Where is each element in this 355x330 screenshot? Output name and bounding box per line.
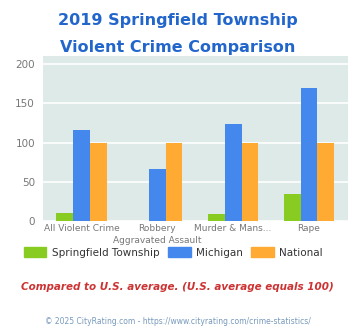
Bar (317, 143, 334, 221)
Bar (166, 143, 182, 221)
Bar (241, 143, 258, 221)
Text: © 2025 CityRating.com - https://www.cityrating.com/crime-statistics/: © 2025 CityRating.com - https://www.city… (45, 317, 310, 326)
Text: 2019 Springfield Township: 2019 Springfield Township (58, 13, 297, 28)
Bar (208, 214, 225, 221)
Bar (284, 194, 301, 221)
Bar (56, 213, 73, 221)
Legend: Springfield Township, Michigan, National: Springfield Township, Michigan, National (20, 243, 327, 262)
Bar (90, 143, 106, 221)
Bar (225, 124, 241, 221)
Bar (73, 130, 90, 221)
Text: Compared to U.S. average. (U.S. average equals 100): Compared to U.S. average. (U.S. average … (21, 282, 334, 292)
Bar (301, 87, 317, 221)
Bar (149, 169, 166, 221)
Text: Violent Crime Comparison: Violent Crime Comparison (60, 40, 295, 54)
